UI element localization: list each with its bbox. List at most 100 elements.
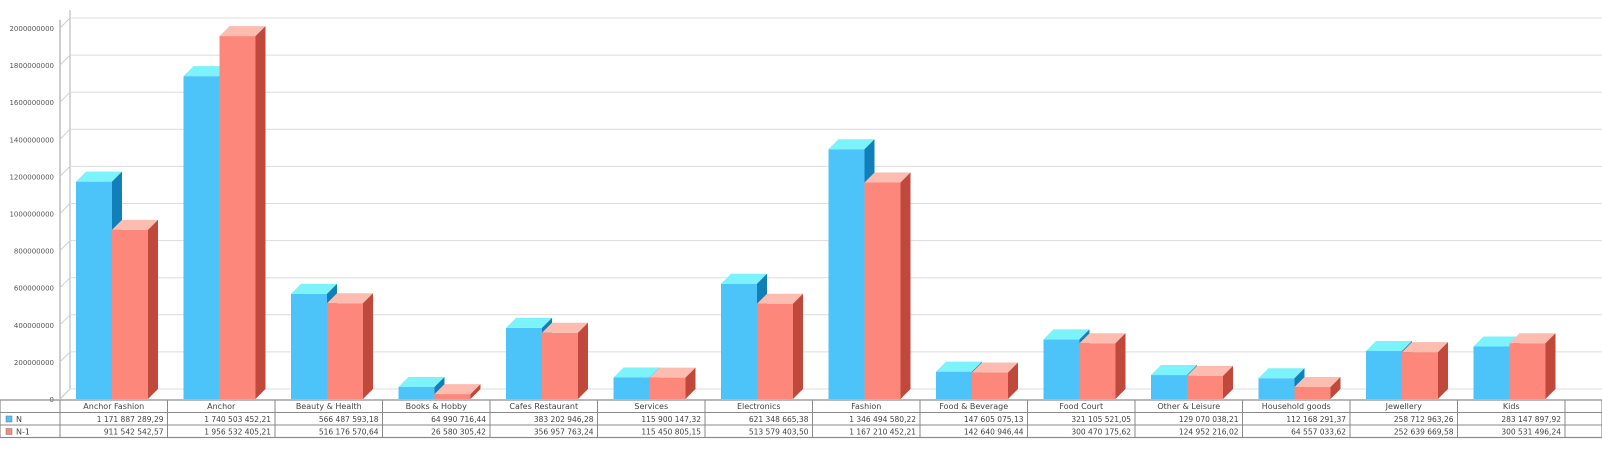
data-label: 383 202 946,28 bbox=[534, 415, 594, 424]
data-label: 112 168 291,37 bbox=[1286, 415, 1346, 424]
bar-top bbox=[219, 26, 266, 37]
bar bbox=[1079, 333, 1126, 399]
gridline-diagonal bbox=[59, 388, 71, 400]
gridline-diagonal bbox=[59, 351, 71, 363]
bar-top bbox=[1151, 365, 1197, 376]
x-tick-label: Food Court bbox=[1059, 402, 1103, 411]
legend-swatch bbox=[5, 428, 13, 435]
bar-top bbox=[721, 273, 767, 284]
gridline-diagonal bbox=[59, 203, 71, 214]
x-tick-label: Books & Hobby bbox=[406, 402, 467, 411]
bar-side bbox=[1438, 342, 1448, 399]
legend-swatch bbox=[5, 415, 13, 423]
bar-front bbox=[434, 394, 471, 399]
bar bbox=[327, 293, 373, 399]
x-tick-label: Beauty & Health bbox=[296, 402, 362, 411]
data-label: 321 105 521,05 bbox=[1071, 415, 1131, 424]
bar-front bbox=[1151, 375, 1187, 399]
bar-side bbox=[1545, 333, 1556, 399]
bar bbox=[1294, 377, 1341, 399]
x-tick-label: Services bbox=[634, 402, 668, 411]
data-label: 911 542 542,57 bbox=[104, 428, 164, 437]
bar-top bbox=[1473, 336, 1520, 347]
bar-top bbox=[1294, 377, 1341, 388]
bar bbox=[219, 26, 266, 400]
bar-side bbox=[578, 322, 588, 399]
bar-front bbox=[936, 371, 972, 399]
y-tick-label: 800000000 bbox=[14, 248, 54, 256]
bar-top bbox=[1187, 365, 1233, 376]
bar-top bbox=[506, 317, 552, 328]
bar-front bbox=[828, 149, 865, 399]
bar bbox=[542, 322, 588, 399]
bar-top bbox=[1366, 341, 1412, 352]
bar-top bbox=[112, 219, 158, 230]
data-label: 283 147 897,92 bbox=[1501, 415, 1561, 424]
x-tick-label: Household goods bbox=[1262, 402, 1331, 411]
data-label: 300 531 496,24 bbox=[1501, 428, 1561, 437]
data-label: 252 639 669,58 bbox=[1394, 428, 1454, 437]
bar-front bbox=[864, 182, 901, 399]
data-label: 1 346 494 580,22 bbox=[849, 415, 916, 424]
gridline-diagonal bbox=[59, 54, 71, 66]
bar-side bbox=[685, 367, 696, 399]
data-label: 356 957 763,24 bbox=[534, 428, 594, 437]
bar-front bbox=[1258, 378, 1295, 399]
bar bbox=[1187, 365, 1233, 399]
bar-top bbox=[864, 172, 911, 183]
y-tick-label: 600000000 bbox=[14, 285, 54, 293]
bar-front bbox=[327, 303, 363, 399]
bar-side bbox=[470, 384, 481, 399]
data-label: 566 487 593,18 bbox=[319, 415, 379, 424]
bar-top bbox=[1509, 333, 1556, 344]
bar-top bbox=[757, 293, 803, 304]
data-label: 300 470 175,62 bbox=[1071, 428, 1131, 437]
bar-front bbox=[613, 377, 650, 399]
bar-top bbox=[1258, 368, 1305, 379]
data-table-border bbox=[0, 399, 1602, 439]
bar-front bbox=[112, 229, 148, 399]
data-label: 64 557 033,62 bbox=[1291, 428, 1346, 437]
bar-top bbox=[1402, 342, 1448, 353]
bar-top bbox=[972, 362, 1018, 373]
x-tick-label: Food & Beverage bbox=[939, 402, 1008, 411]
bar-front bbox=[1187, 375, 1223, 399]
bar-front bbox=[1079, 343, 1116, 399]
bar-top bbox=[542, 322, 588, 333]
bar bbox=[828, 139, 875, 399]
y-tick-label: 1600000000 bbox=[9, 99, 54, 107]
bar-front bbox=[1509, 343, 1546, 399]
bar-top bbox=[1079, 333, 1126, 344]
bar-front bbox=[649, 377, 686, 399]
x-tick-label: Anchor bbox=[207, 402, 236, 411]
bar-top bbox=[398, 376, 445, 387]
x-tick-label: Anchor Fashion bbox=[83, 402, 144, 411]
bar-side bbox=[1223, 365, 1233, 399]
bar-front bbox=[76, 181, 112, 399]
bar-front bbox=[183, 76, 220, 400]
x-tick-label: Fashion bbox=[851, 402, 881, 411]
bar-front bbox=[1473, 346, 1510, 399]
y-tick-label: 400000000 bbox=[14, 322, 54, 330]
bar-top bbox=[183, 66, 230, 77]
y-tick-label: 200000000 bbox=[14, 359, 54, 367]
data-label: 115 900 147,32 bbox=[641, 415, 701, 424]
bar bbox=[434, 384, 481, 399]
bar-top bbox=[291, 283, 337, 294]
data-label: 124 952 216,02 bbox=[1179, 428, 1239, 437]
x-tick-label: Cafes Restaurant bbox=[509, 402, 578, 411]
bar-top bbox=[327, 293, 373, 304]
bar bbox=[757, 293, 803, 399]
bar-side bbox=[1115, 333, 1126, 399]
bar-top bbox=[649, 367, 696, 378]
gridline-diagonal bbox=[59, 277, 71, 289]
gridline-diagonal bbox=[59, 17, 71, 29]
data-label: 621 348 665,38 bbox=[749, 415, 809, 424]
y-tick-label: 2000000000 bbox=[9, 25, 54, 33]
bar bbox=[649, 367, 696, 399]
data-label: 516 176 570,64 bbox=[319, 428, 379, 437]
gridline-diagonal bbox=[59, 314, 71, 326]
bar-front bbox=[1366, 351, 1402, 399]
x-tick-label: Electronics bbox=[737, 402, 781, 411]
